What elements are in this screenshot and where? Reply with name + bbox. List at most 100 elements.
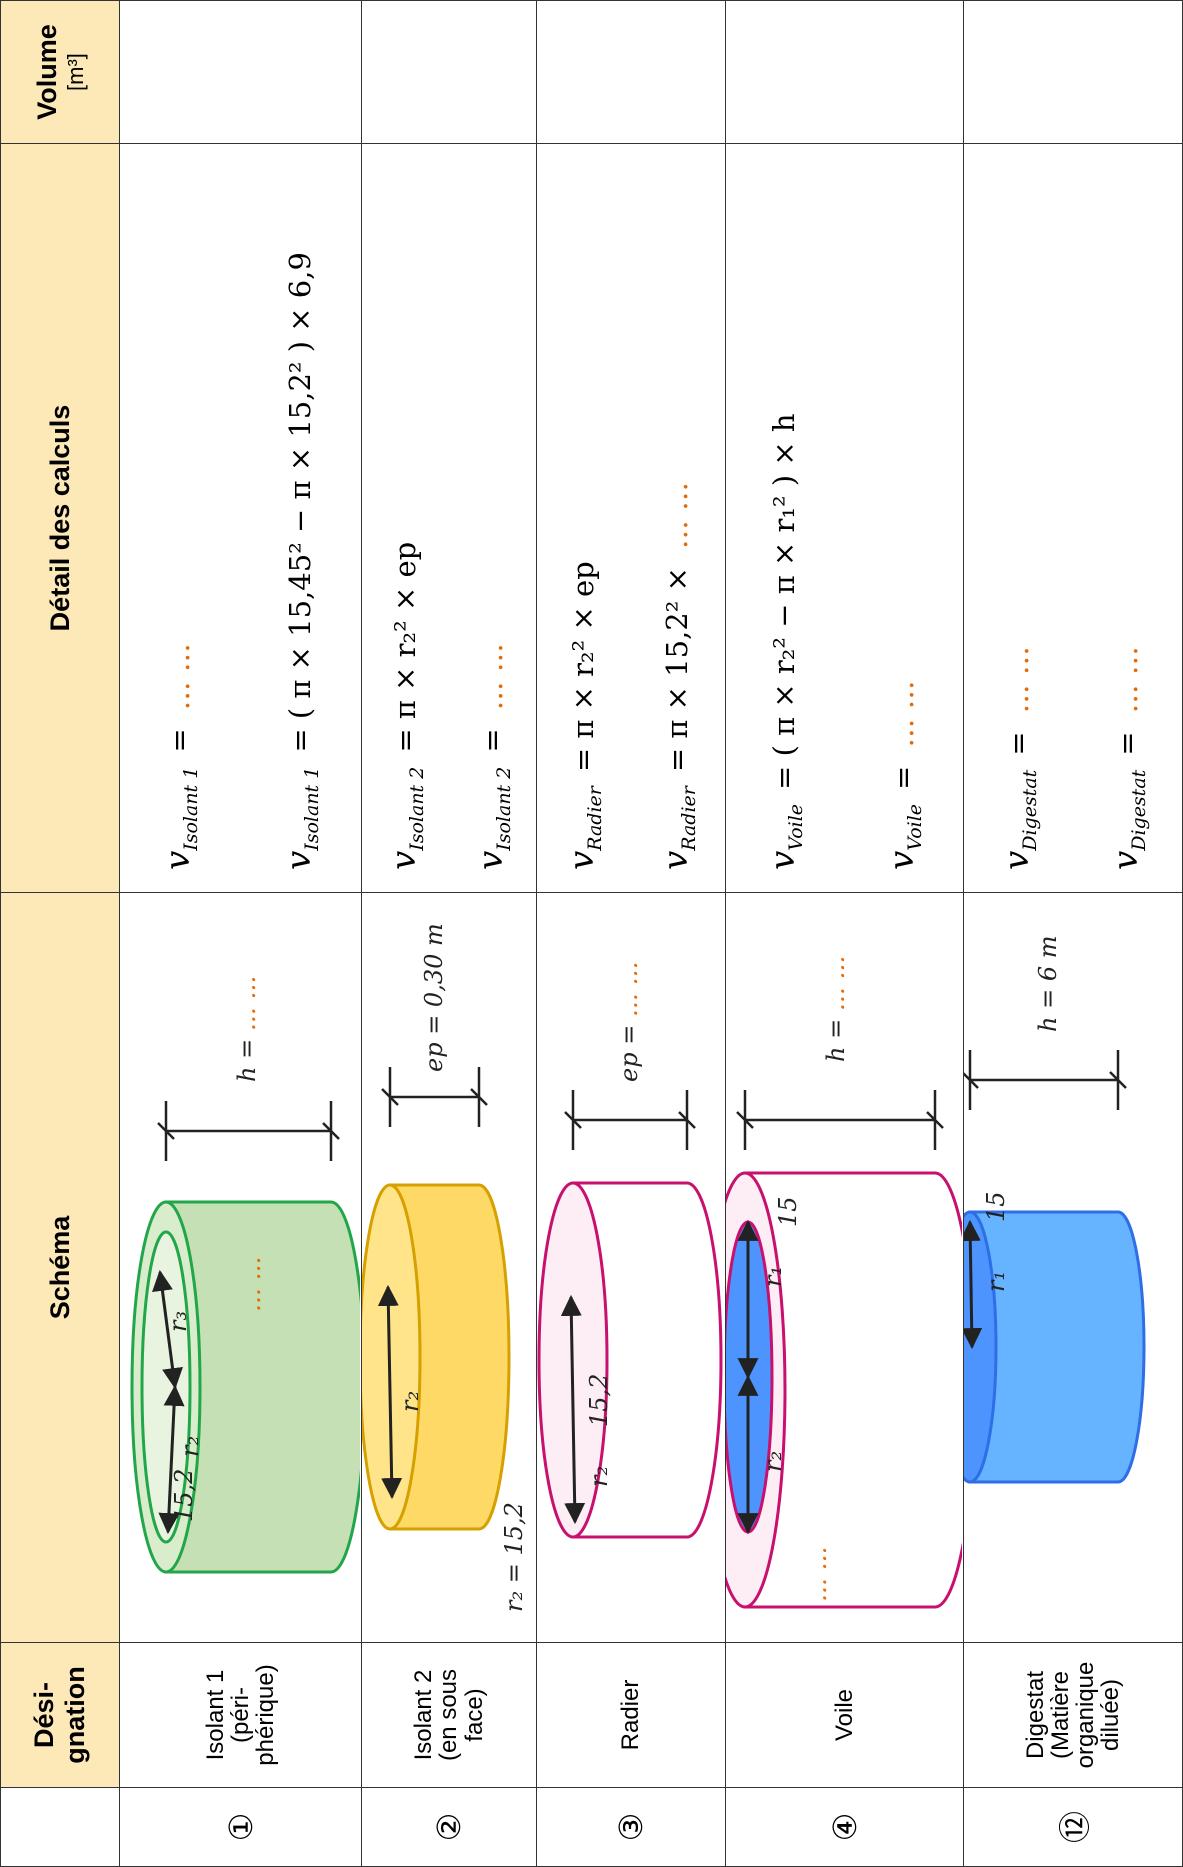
row-number: ① [120, 1787, 362, 1867]
schema-label: r₃ [164, 1311, 192, 1332]
header-volume: Volume [m³] [0, 0, 120, 143]
schema-cell: r₂ r₂ = 15,2 ep = 0,30 m [358, 892, 537, 1642]
label-part: … … [804, 1546, 832, 1602]
subscript: Voile [903, 803, 926, 851]
cylinder-body [968, 1210, 1146, 1484]
calc-line: vIsolant 2 = … … [471, 144, 515, 870]
subscript: Digestat [1127, 769, 1150, 851]
volume-cell [964, 0, 1183, 143]
schema-label: h = … … [822, 956, 850, 1062]
calc-line: vVoile = … … [882, 144, 926, 870]
schema-label: r₂ [585, 1466, 613, 1487]
schema-label: h = … … [233, 976, 261, 1082]
header-designation: Dési- gnation [0, 1642, 120, 1787]
schema-label: h = 6 m [1034, 936, 1062, 1032]
calc-cell: vRadier= π × r₂² × ep vRadier= π × 15,2² … [537, 143, 726, 892]
calc-line: vIsolant 2 = π × r₂² × ep [384, 144, 428, 870]
blank: … … [1109, 646, 1144, 714]
schema-label: 15 [774, 1196, 802, 1227]
arrow [959, 1219, 983, 1350]
dimension-slash [1109, 1071, 1127, 1089]
var: v [158, 850, 199, 870]
volume-unit: [m³] [62, 53, 88, 91]
expression: = [885, 765, 920, 790]
subscript: Isolant 2 [492, 766, 515, 851]
schema-label: ep = 0,30 m [420, 923, 448, 1072]
blank: … … [660, 481, 694, 550]
volume-cell [362, 0, 537, 143]
label-part: … … [822, 956, 850, 1012]
dimension-slash [961, 1071, 979, 1089]
header-blank [0, 1787, 120, 1867]
schema-cell: 15,2 r₂ r₃… … h = … … [120, 892, 367, 1642]
volume-title: Volume [31, 24, 62, 120]
schema-label: r₂ [176, 1436, 204, 1457]
row-number: ⑫ [964, 1787, 1183, 1867]
var: v [562, 850, 602, 870]
subscript: Isolant 1 [300, 766, 323, 851]
expression: = π × r₂² × ep [387, 541, 422, 753]
subscript: Radier [678, 786, 700, 851]
schema-cell: r₁ 15 h = 6 m [942, 892, 1183, 1642]
subscript: Isolant 1 [180, 766, 203, 851]
designation: Isolant 1 (péri- phérique) [120, 1642, 362, 1787]
schema-label: r₂ [396, 1391, 424, 1412]
var: v [470, 850, 511, 870]
var: v [881, 850, 922, 870]
expression: = ( π × r₂² − π × r₁² ) × h [767, 413, 802, 790]
schema-label: r₂ = 15,2 [500, 1502, 528, 1612]
label-part: … … [615, 961, 643, 1017]
designation: Radier [537, 1642, 726, 1787]
label-part: ep = [615, 1017, 643, 1082]
calc-cell: vIsolant 2= π × r₂² × ep vIsolant 2=… … [362, 143, 537, 892]
var: v [383, 850, 424, 870]
var: v [763, 850, 804, 870]
calc-cell: vIsolant 1=… … vIsolant 1= ( π × 15,45² −… [120, 143, 362, 892]
blank: … … [885, 680, 920, 748]
arrow [152, 1269, 183, 1390]
expression: = ( π × 15,45² − π × 15,2² ) × 6,9 [282, 252, 317, 753]
calc-line: vDigestat = … … [997, 144, 1041, 870]
row-number: ③ [537, 1787, 726, 1867]
calc-line: vRadier = π × 15,2² × … … [656, 144, 700, 870]
dimension-slash [157, 1122, 175, 1140]
expression: = [1000, 731, 1035, 756]
label-part: h = [822, 1011, 850, 1062]
cylinder-body [388, 1183, 511, 1531]
row-number: ④ [726, 1787, 964, 1867]
schema-label: … … [238, 1256, 266, 1312]
schema: r₁ 15 h = 6 m [942, 936, 1146, 1484]
var: v [656, 850, 696, 870]
expression: = π × r₂² × ep [566, 561, 600, 773]
dimension-slash [564, 1111, 582, 1129]
calc-line: vRadier = π × r₂² × ep [562, 144, 606, 870]
header-schema: Schéma [0, 892, 120, 1642]
var: v [996, 850, 1037, 870]
header-calculs: Détail des calculs [0, 143, 120, 892]
var: v [1105, 850, 1146, 870]
schema-label: ep = … … [615, 961, 643, 1082]
schema-label: r₂ [759, 1451, 787, 1472]
volume-cell [726, 0, 964, 143]
arrow [158, 1384, 185, 1535]
volume-cell [120, 0, 362, 143]
dimension-slash [470, 1088, 488, 1106]
designation: Isolant 2 (en sous face) [362, 1642, 537, 1787]
label-part: … … [233, 976, 261, 1032]
designation: Voile [726, 1642, 964, 1787]
subscript: Radier [584, 786, 606, 851]
expression: = [162, 728, 197, 753]
arrow [560, 1294, 586, 1525]
subscript: Digestat [1018, 769, 1041, 851]
calc-line: vIsolant 1 = … … [158, 144, 202, 870]
label-part: h = [233, 1031, 261, 1082]
expression: = [1109, 731, 1144, 756]
schema: r₂ r₂ = 15,2 ep = 0,30 m [358, 923, 528, 1612]
schema-label: r₁ [759, 1266, 787, 1287]
schema-label: 15,2 [585, 1374, 613, 1427]
schema-label: … … [804, 1546, 832, 1602]
